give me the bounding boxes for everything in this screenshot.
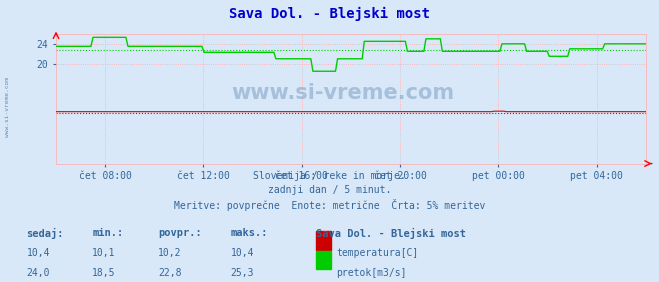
Text: Sava Dol. - Blejski most: Sava Dol. - Blejski most — [316, 228, 467, 239]
Text: Sava Dol. - Blejski most: Sava Dol. - Blejski most — [229, 7, 430, 21]
Text: 22,8: 22,8 — [158, 268, 182, 278]
Text: min.:: min.: — [92, 228, 123, 238]
Text: 24,0: 24,0 — [26, 268, 50, 278]
Text: 10,4: 10,4 — [231, 248, 254, 258]
Text: pretok[m3/s]: pretok[m3/s] — [336, 268, 407, 278]
Text: 10,4: 10,4 — [26, 248, 50, 258]
Text: www.si-vreme.com: www.si-vreme.com — [231, 83, 454, 103]
Text: temperatura[C]: temperatura[C] — [336, 248, 418, 258]
Text: 25,3: 25,3 — [231, 268, 254, 278]
Text: sedaj:: sedaj: — [26, 228, 64, 239]
Text: 10,1: 10,1 — [92, 248, 116, 258]
Text: maks.:: maks.: — [231, 228, 268, 238]
Text: www.si-vreme.com: www.si-vreme.com — [5, 77, 11, 137]
Text: 18,5: 18,5 — [92, 268, 116, 278]
Text: 10,2: 10,2 — [158, 248, 182, 258]
Text: Meritve: povprečne  Enote: metrične  Črta: 5% meritev: Meritve: povprečne Enote: metrične Črta:… — [174, 199, 485, 211]
Text: povpr.:: povpr.: — [158, 228, 202, 238]
Text: Slovenija / reke in morje.: Slovenija / reke in morje. — [253, 171, 406, 180]
Text: zadnji dan / 5 minut.: zadnji dan / 5 minut. — [268, 185, 391, 195]
